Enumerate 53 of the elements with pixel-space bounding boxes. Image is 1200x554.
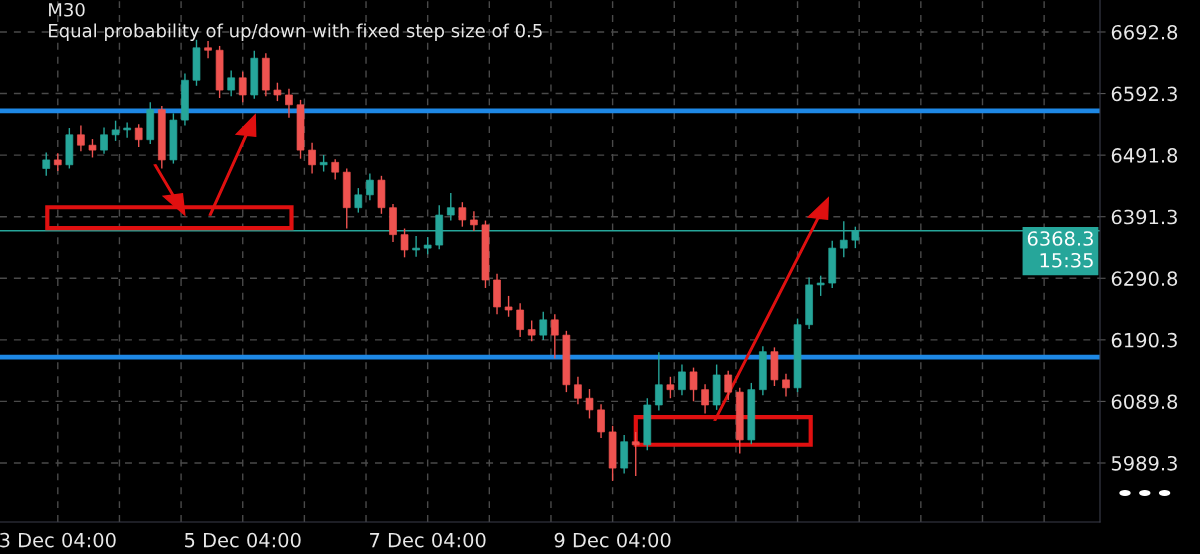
- candlestick: [400, 227, 409, 259]
- candlestick: [655, 351, 663, 412]
- candlestick: [134, 123, 143, 148]
- candlestick: [782, 373, 790, 398]
- y-tick-label: 5989.3: [1111, 455, 1177, 471]
- x-tick-label: 7 Dec 04:00: [370, 532, 486, 548]
- text: Equal probability of up/down with fixed step size of 0.5: [49, 23, 542, 41]
- chart-title: M30: [49, 2, 85, 17]
- x-tick-label: 9 Dec 04:00: [554, 532, 671, 548]
- x-tick-label: 3 Dec 04:00: [0, 532, 116, 548]
- candlestick: [504, 295, 513, 318]
- candlestick: [574, 376, 582, 406]
- candlestick: [111, 120, 120, 142]
- y-tick-label: 6491.8: [1111, 148, 1178, 163]
- candlestick: [331, 158, 340, 181]
- candlestick: [585, 388, 594, 420]
- candlestick: [238, 70, 247, 104]
- candlestick: [631, 431, 640, 477]
- candlestick: [308, 142, 316, 175]
- y-tick-label: 6089.8: [1111, 394, 1178, 410]
- candlestick: [273, 82, 282, 102]
- candlestick: [446, 192, 455, 222]
- y-tick-label: 6692.8: [1111, 24, 1178, 40]
- candlestick: [470, 210, 478, 232]
- candlestick: [88, 138, 97, 159]
- candlestick: [678, 363, 686, 396]
- candlestick: [354, 187, 363, 214]
- candlestick: [527, 319, 536, 342]
- candlestick: [689, 366, 698, 402]
- x-tick-label: 5 Dec 04:00: [185, 532, 301, 548]
- candlestick: [42, 151, 51, 177]
- candlestick: [551, 313, 559, 360]
- candlestick: [724, 369, 733, 401]
- candlestick: [597, 403, 605, 439]
- candlestick: [516, 302, 524, 338]
- candlestick: [666, 376, 675, 399]
- candlestick: [701, 383, 709, 415]
- candlestick: [123, 121, 131, 139]
- y-tick-label: 6290.8: [1111, 271, 1178, 286]
- candlestick: [100, 126, 108, 155]
- candlestick: [816, 275, 825, 297]
- candlestick: [366, 172, 374, 202]
- candlestick: [77, 124, 85, 153]
- candlestick: [285, 88, 293, 119]
- candlestick: [539, 311, 548, 341]
- ref-line-label: 6368.3 15:35: [1027, 231, 1093, 268]
- y-tick-label: 6391.3: [1111, 209, 1177, 225]
- candlestick: [412, 235, 420, 258]
- candlestick: [204, 40, 212, 59]
- y-tick-label: 6592.3: [1111, 86, 1177, 102]
- candlestick: [458, 201, 467, 228]
- candlestick: [227, 69, 235, 97]
- y-tick-label: 6190.3: [1111, 332, 1177, 348]
